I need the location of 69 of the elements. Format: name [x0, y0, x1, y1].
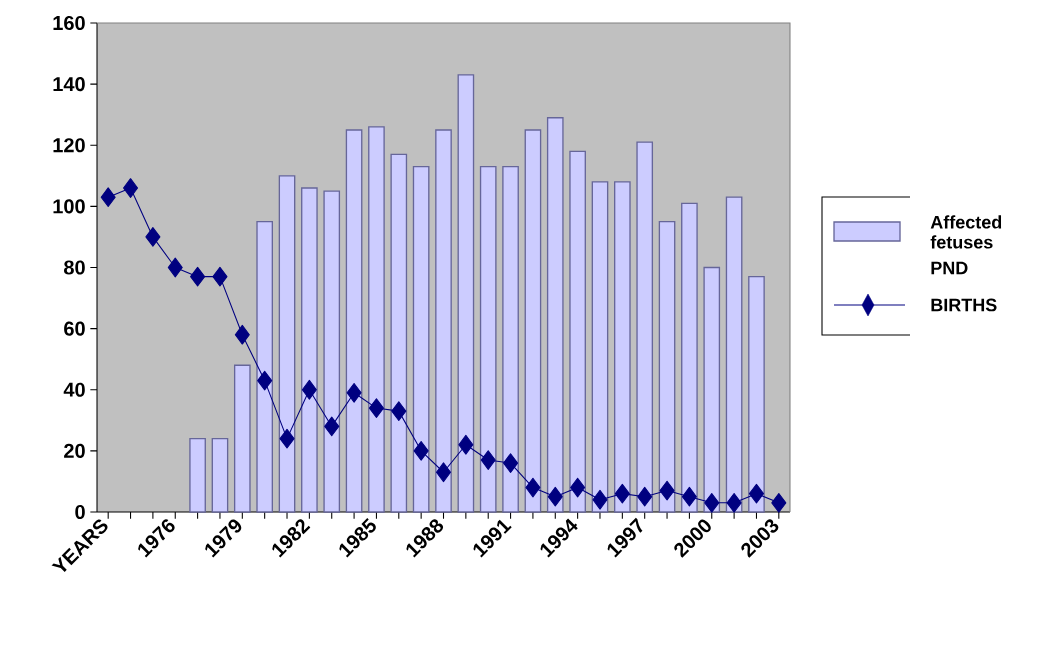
bar: [189, 437, 206, 513]
y-tick-label: 80: [64, 260, 85, 275]
point: [212, 266, 228, 287]
bar: [323, 190, 341, 513]
legend-label: Affected fetuses: [930, 215, 1002, 249]
point: [301, 379, 317, 400]
point: [279, 428, 295, 449]
point: [346, 382, 362, 403]
point: [592, 489, 608, 510]
y-tick-label: 160: [53, 15, 85, 31]
y-tick-label: 60: [64, 321, 85, 336]
point: [681, 486, 697, 507]
point: [145, 227, 161, 247]
bar: [412, 165, 430, 513]
point: [123, 178, 139, 198]
bar: [301, 187, 318, 513]
y-tick-label: 40: [63, 382, 85, 397]
point: [167, 257, 183, 278]
bar: [748, 275, 765, 513]
bar: [725, 196, 743, 513]
legend-label: BIRTHS: [931, 298, 997, 312]
point: [614, 483, 630, 504]
text: PND: [931, 261, 968, 275]
y-tick-label: 100: [53, 199, 85, 214]
point: [368, 398, 384, 418]
point: [391, 401, 407, 422]
point: [704, 492, 720, 513]
bar: [211, 437, 229, 513]
y-tick-label: 0: [75, 504, 85, 520]
bar: [345, 129, 363, 513]
point: [726, 492, 742, 513]
point: [324, 416, 340, 437]
bar: [479, 165, 497, 513]
bar: [233, 364, 251, 513]
point: [100, 187, 116, 208]
point: [413, 440, 429, 461]
bar: [546, 117, 564, 513]
bar: [457, 74, 475, 513]
point: [659, 480, 675, 501]
point: [547, 486, 563, 507]
y-tick-label: 140: [53, 77, 85, 92]
bar: [591, 181, 609, 513]
bar: [658, 220, 676, 513]
bar: [703, 266, 721, 513]
bar: [256, 220, 274, 513]
bar: [368, 126, 385, 513]
point: [748, 483, 765, 504]
point: [458, 434, 474, 455]
bar: [278, 175, 296, 513]
point: [234, 324, 250, 345]
bar: [390, 153, 408, 513]
point: [570, 477, 586, 498]
bar: [614, 181, 631, 513]
point: [480, 450, 496, 470]
bar: [435, 129, 452, 513]
bar: [569, 150, 586, 513]
point: [190, 266, 206, 287]
point: [525, 477, 541, 498]
y-tick-label: 120: [53, 138, 85, 153]
bar: [681, 202, 698, 513]
bar: [524, 129, 542, 513]
bar: [636, 141, 654, 513]
point: [637, 486, 653, 507]
point: [771, 492, 787, 513]
point: [503, 453, 519, 473]
point: [257, 370, 273, 391]
bar: [502, 165, 519, 513]
y-tick-label: 20: [64, 443, 85, 458]
point: [435, 462, 452, 483]
